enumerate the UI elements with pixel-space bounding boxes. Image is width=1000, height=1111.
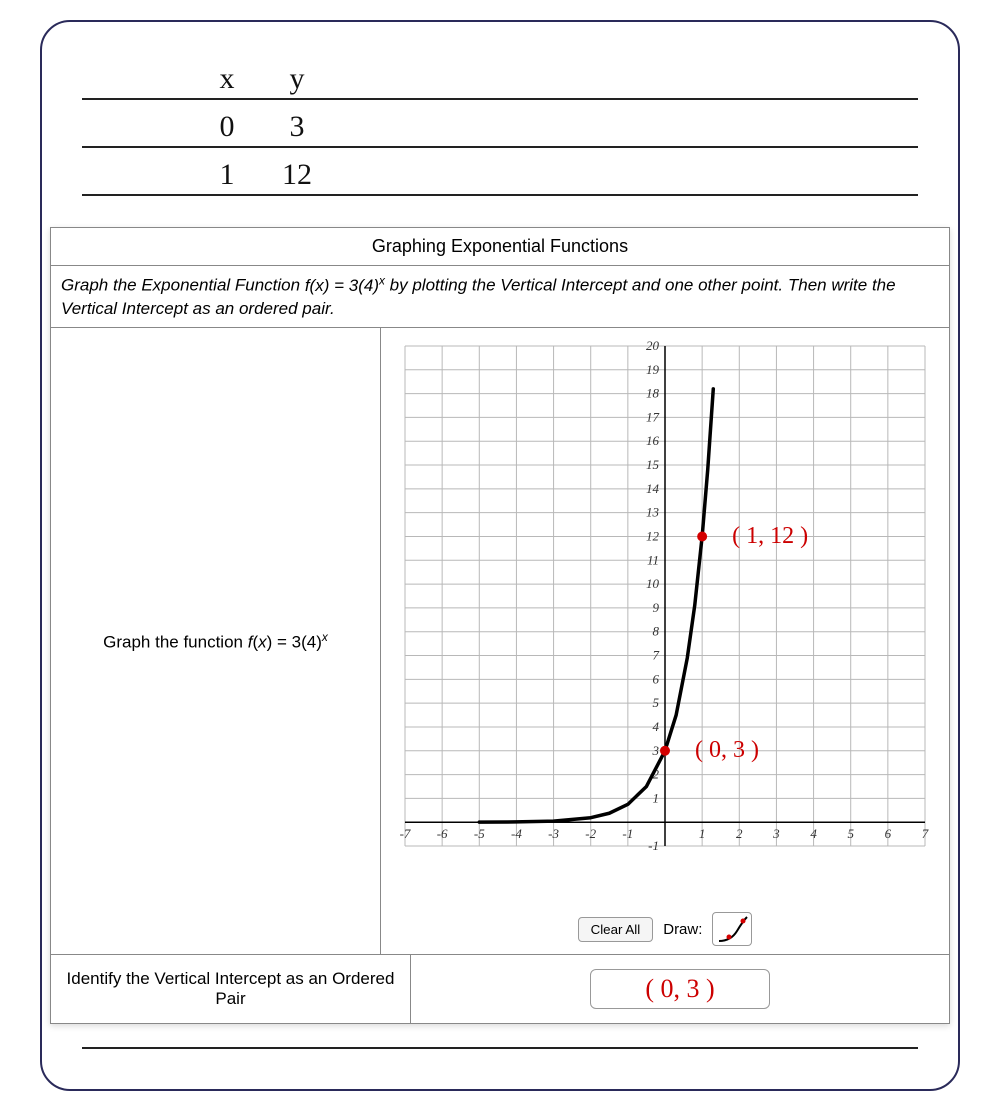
svg-text:-3: -3 xyxy=(548,826,559,841)
handwritten-table: x y 0 3 1 12 xyxy=(42,22,958,206)
hw-cell: 3 xyxy=(262,110,332,144)
clear-all-button[interactable]: Clear All xyxy=(578,917,654,942)
point-label-1-12: ( 1, 12 ) xyxy=(732,523,808,550)
svg-text:-6: -6 xyxy=(437,826,448,841)
svg-text:19: 19 xyxy=(646,362,660,377)
svg-text:4: 4 xyxy=(653,719,660,734)
svg-text:13: 13 xyxy=(646,505,660,520)
hw-header-x: x xyxy=(192,62,262,96)
svg-text:2: 2 xyxy=(736,826,743,841)
svg-text:12: 12 xyxy=(646,529,660,544)
svg-text:5: 5 xyxy=(653,695,660,710)
svg-text:3: 3 xyxy=(772,826,780,841)
svg-text:8: 8 xyxy=(653,624,660,639)
svg-text:-1: -1 xyxy=(622,826,633,841)
svg-text:14: 14 xyxy=(646,481,660,496)
answer-box[interactable]: ( 0, 3 ) xyxy=(590,969,770,1009)
svg-text:-5: -5 xyxy=(474,826,485,841)
svg-text:3: 3 xyxy=(652,743,660,758)
svg-text:1: 1 xyxy=(699,826,706,841)
svg-text:-2: -2 xyxy=(585,826,596,841)
outer-card: x y 0 3 1 12 Graphing Exponential Functi… xyxy=(40,20,960,1091)
svg-text:7: 7 xyxy=(922,826,929,841)
svg-text:5: 5 xyxy=(847,826,854,841)
svg-text:6: 6 xyxy=(885,826,892,841)
hw-cell: 1 xyxy=(192,158,262,192)
svg-text:1: 1 xyxy=(653,791,660,806)
graph-area[interactable]: -7-6-5-4-3-2-112345671234567891011121314… xyxy=(385,336,945,906)
hw-cell: 12 xyxy=(262,158,332,192)
left-prompt: Graph the function f(x) = 3(4)x xyxy=(51,328,381,954)
hw-header-y: y xyxy=(262,62,332,96)
draw-tool-curve[interactable] xyxy=(712,912,752,946)
svg-text:18: 18 xyxy=(646,386,660,401)
svg-text:20: 20 xyxy=(646,338,660,353)
bottom-rule xyxy=(82,1009,918,1049)
graph-toolbar: Clear All Draw: xyxy=(385,912,945,946)
point-label-0-3: ( 0, 3 ) xyxy=(695,737,759,764)
svg-text:-1: -1 xyxy=(648,838,659,853)
worksheet-instruction: Graph the Exponential Function f(x) = 3(… xyxy=(51,266,949,328)
svg-text:7: 7 xyxy=(653,648,660,663)
svg-text:4: 4 xyxy=(810,826,817,841)
svg-text:15: 15 xyxy=(646,457,660,472)
worksheet-panel: Graphing Exponential Functions Graph the… xyxy=(50,227,950,1024)
worksheet-title: Graphing Exponential Functions xyxy=(51,228,949,266)
hw-cell: 0 xyxy=(192,110,262,144)
svg-text:-4: -4 xyxy=(511,826,522,841)
svg-text:10: 10 xyxy=(646,576,660,591)
svg-text:11: 11 xyxy=(647,553,659,568)
svg-text:-7: -7 xyxy=(400,826,411,841)
svg-text:17: 17 xyxy=(646,410,660,425)
draw-label: Draw: xyxy=(663,921,702,938)
svg-text:16: 16 xyxy=(646,433,660,448)
svg-text:6: 6 xyxy=(653,672,660,687)
svg-text:9: 9 xyxy=(653,600,660,615)
graph-svg[interactable]: -7-6-5-4-3-2-112345671234567891011121314… xyxy=(385,336,945,876)
